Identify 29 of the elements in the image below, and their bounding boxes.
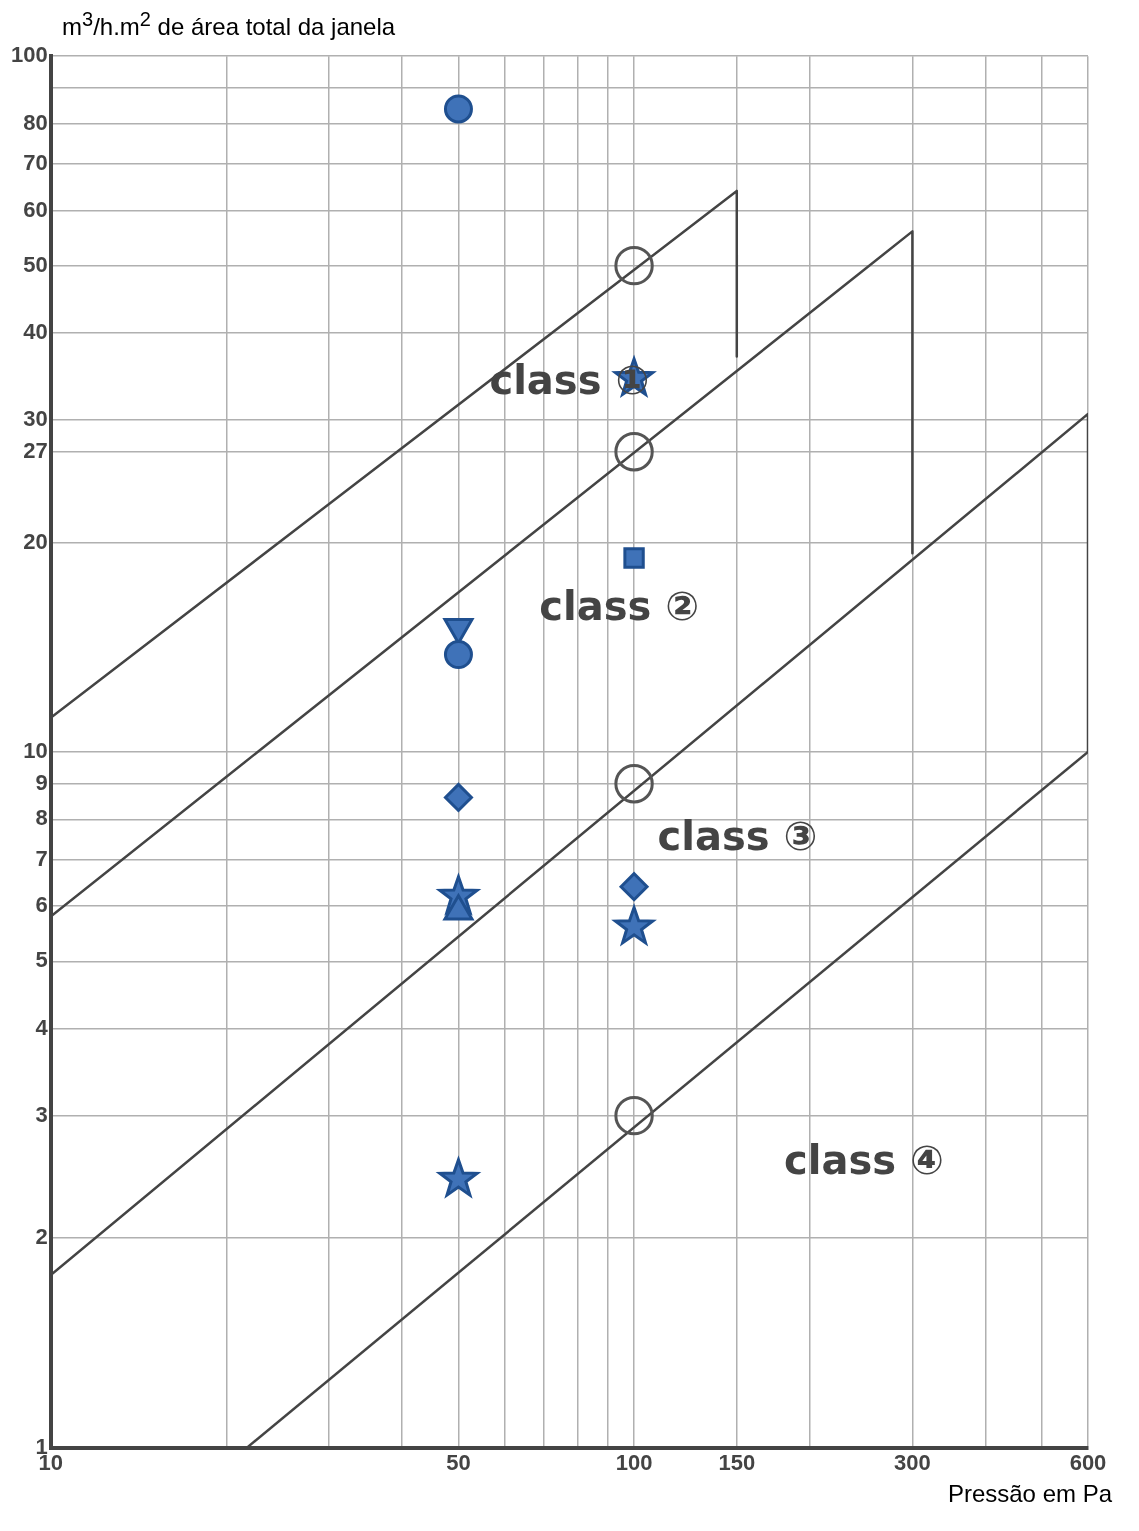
x-tick-label: 50 — [446, 1449, 471, 1475]
y-tick-label: 2 — [35, 1224, 48, 1250]
annotation: class ④ — [784, 1137, 944, 1184]
y-tick-label: 7 — [35, 845, 48, 871]
y-tick-label: 40 — [23, 319, 48, 345]
x-tick-label: 100 — [615, 1449, 653, 1475]
y-tick-label: 100 — [10, 42, 48, 68]
y-tick-label: 70 — [23, 150, 48, 176]
y-tick-label: 4 — [35, 1014, 49, 1040]
y-tick-label: 8 — [35, 805, 48, 831]
y-tick-label: 80 — [23, 109, 48, 135]
x-axis-title: Pressão em Pa — [946, 1480, 1112, 1508]
y-axis-title: m$^{3}$/h.m$^{2}$ de área total da janela — [62, 8, 397, 40]
y-tick-label: 5 — [35, 947, 48, 973]
annotation: class ② — [539, 583, 700, 630]
x-tick-label: 150 — [718, 1449, 756, 1475]
y-tick-label: 6 — [35, 892, 48, 918]
y-tick-label: 3 — [35, 1101, 48, 1127]
annotation: class ③ — [657, 812, 818, 859]
y-tick-label: 20 — [23, 528, 48, 554]
annotation: class ① — [489, 356, 650, 403]
y-tick-label: 50 — [23, 251, 48, 277]
x-tick-label: 600 — [1069, 1449, 1107, 1475]
y-tick-label: 9 — [35, 769, 48, 795]
y-tick-label: 27 — [23, 437, 48, 463]
y-tick-label: 10 — [23, 737, 48, 763]
x-tick-label: 300 — [894, 1449, 931, 1475]
y-tick-label: 30 — [23, 406, 48, 432]
y-tick-label: 60 — [23, 196, 48, 222]
